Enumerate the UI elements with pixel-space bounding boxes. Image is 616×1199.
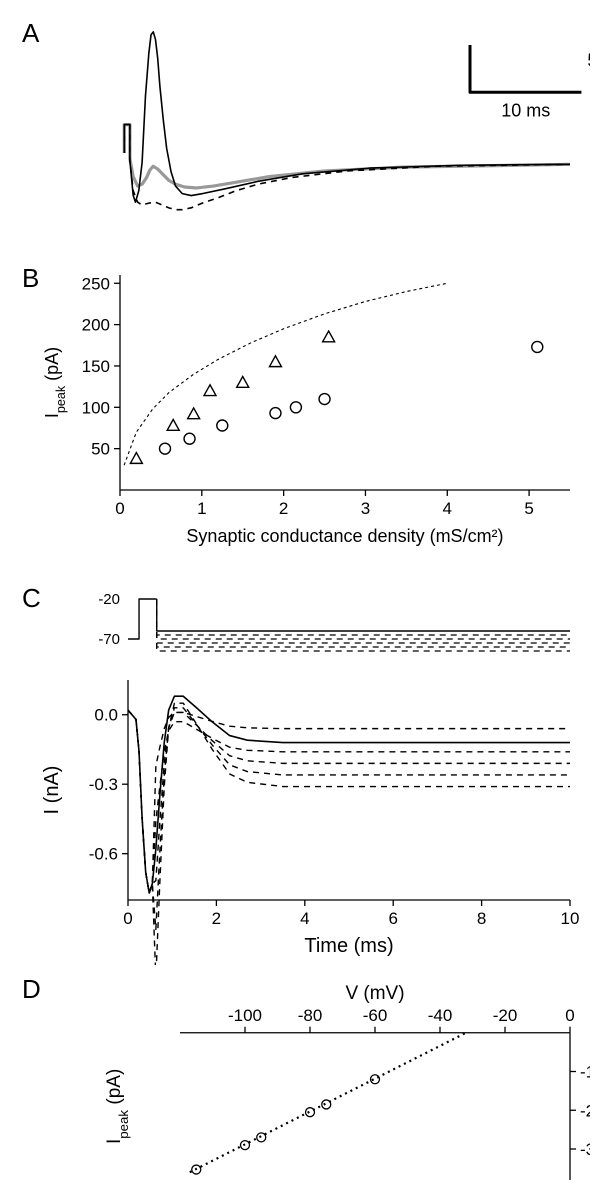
svg-text:50 pA: 50 pA [587,50,590,70]
svg-text:-300: -300 [580,1140,590,1159]
svg-text:0: 0 [565,1006,574,1025]
svg-text:200: 200 [82,316,110,335]
svg-text:-80: -80 [298,1006,323,1025]
panel-c: C -20 -70 0 2 4 6 8 10 -0.6 -0.3 0.0 Time (ms) I (nA) [10,575,590,965]
svg-text:250: 250 [82,274,110,293]
svg-text:Synaptic conductance density (: Synaptic conductance density (mS/cm²) [186,526,503,546]
svg-text:B: B [22,263,39,293]
svg-text:10 ms: 10 ms [501,100,550,120]
svg-text:-100: -100 [580,1063,590,1082]
svg-text:Ipeak (pA): Ipeak (pA) [104,1069,131,1144]
svg-text:C: C [22,583,41,613]
svg-text:Ipeak (pA): Ipeak (pA) [42,347,68,418]
svg-text:-40: -40 [428,1006,453,1025]
svg-text:2: 2 [279,499,288,518]
svg-text:-20: -20 [493,1006,518,1025]
svg-text:50: 50 [91,440,110,459]
svg-text:1: 1 [197,499,206,518]
svg-text:V (mV): V (mV) [345,983,404,1004]
panel-d: D-100-80-60-40-200-300-200-100V (mV)Ipea… [10,970,590,1195]
svg-text:2: 2 [212,909,221,928]
svg-text:-60: -60 [363,1006,388,1025]
svg-text:150: 150 [82,357,110,376]
svg-text:10: 10 [561,909,580,928]
svg-text:I (nA): I (nA) [41,766,63,815]
svg-text:4: 4 [300,909,309,928]
panel-b: B 0 1 2 3 4 5 50 100 150 200 250 Synaptic conductanc… [10,255,590,555]
svg-text:-100: -100 [228,1006,262,1025]
svg-text:-20: -20 [98,591,120,608]
svg-text:D: D [22,974,41,1004]
svg-text:-200: -200 [580,1101,590,1120]
panel-a: A 50 pA 10 ms [10,10,590,230]
svg-text:3: 3 [361,499,370,518]
svg-text:0: 0 [123,909,132,928]
svg-text:-0.3: -0.3 [89,775,118,794]
svg-text:Time (ms): Time (ms) [304,935,393,957]
svg-text:0: 0 [115,499,124,518]
svg-text:-70: -70 [98,631,120,648]
svg-text:6: 6 [388,909,397,928]
svg-text:-0.6: -0.6 [89,845,118,864]
svg-text:5: 5 [524,499,533,518]
svg-text:A: A [22,18,40,48]
svg-text:0.0: 0.0 [94,706,118,725]
svg-text:100: 100 [82,398,110,417]
svg-text:4: 4 [443,499,452,518]
svg-text:8: 8 [477,909,486,928]
